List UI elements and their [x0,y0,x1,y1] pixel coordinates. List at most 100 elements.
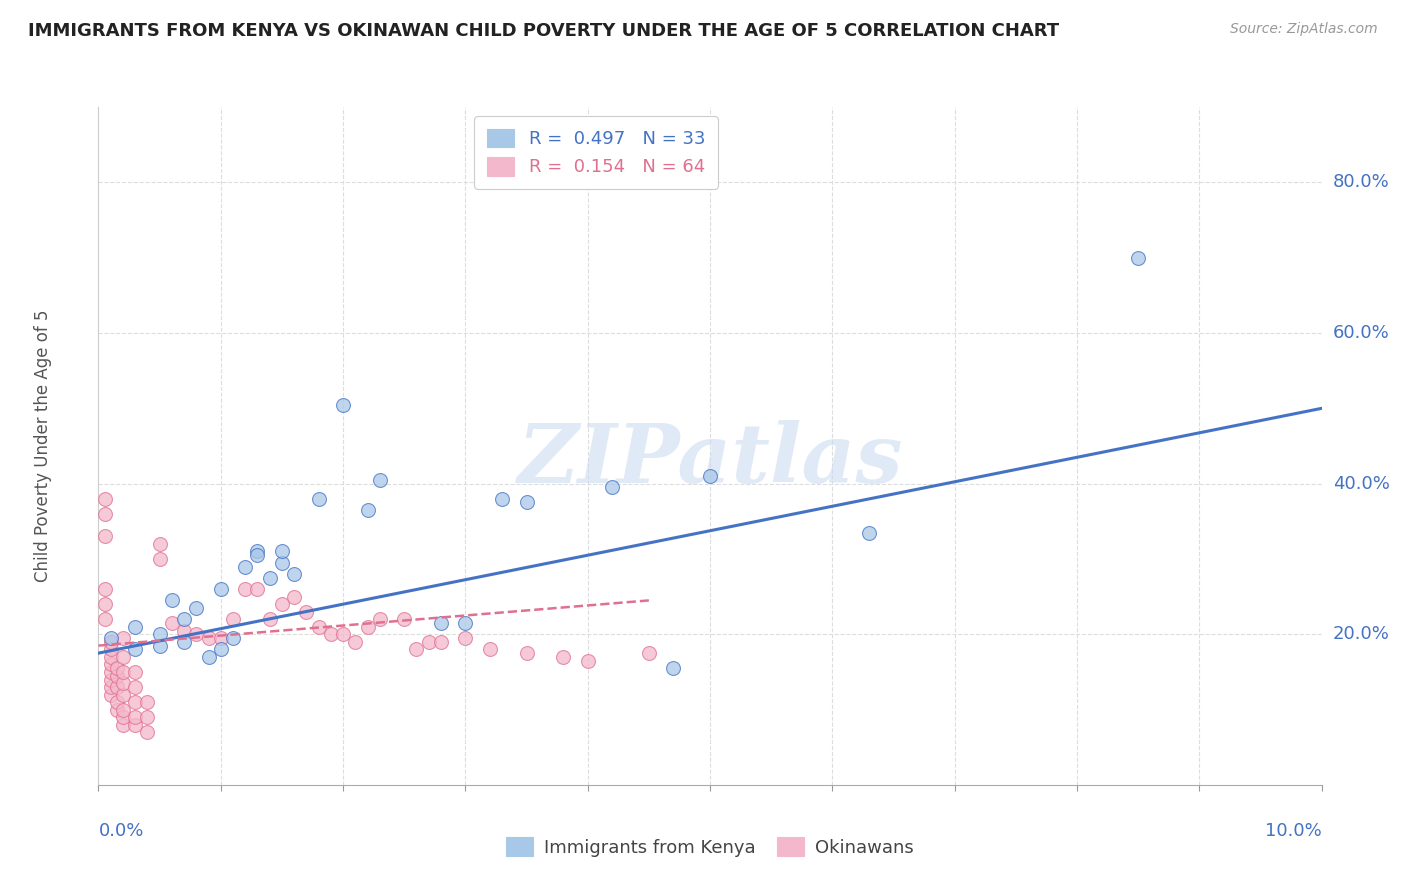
Point [209,582,232,596]
Point [699,469,721,483]
Point [197,649,219,664]
Point [111,717,134,731]
Point [308,620,330,634]
Point [149,627,172,641]
Text: 60.0%: 60.0% [1333,324,1389,342]
Point [209,642,232,657]
Point [173,612,195,626]
Point [149,537,172,551]
Point [111,649,134,664]
Legend: Immigrants from Kenya, Okinawans: Immigrants from Kenya, Okinawans [499,830,921,864]
Point [319,627,342,641]
Point [308,491,330,506]
Point [246,544,269,558]
Point [332,398,354,412]
Point [100,688,122,702]
Point [124,620,146,634]
Point [283,590,305,604]
Text: ZIPatlas: ZIPatlas [517,419,903,500]
Point [1128,251,1150,265]
Point [454,615,477,630]
Point [93,597,115,611]
Point [405,642,427,657]
Point [186,601,208,615]
Point [491,491,513,506]
Point [111,688,134,702]
Text: IMMIGRANTS FROM KENYA VS OKINAWAN CHILD POVERTY UNDER THE AGE OF 5 CORRELATION C: IMMIGRANTS FROM KENYA VS OKINAWAN CHILD … [28,22,1059,40]
Point [637,646,661,660]
Point [662,661,685,675]
Point [149,639,172,653]
Point [105,703,128,717]
Point [259,571,281,585]
Point [430,615,453,630]
Point [356,620,378,634]
Point [124,695,146,709]
Point [246,548,269,562]
Point [93,582,115,596]
Point [392,612,416,626]
Point [233,559,256,574]
Point [858,525,880,540]
Text: Child Poverty Under the Age of 5: Child Poverty Under the Age of 5 [34,310,52,582]
Point [105,669,128,683]
Point [100,665,122,679]
Point [149,552,172,566]
Point [100,673,122,687]
Point [136,725,159,739]
Point [124,717,146,731]
Point [344,635,367,649]
Text: 40.0%: 40.0% [1333,475,1389,492]
Text: 10.0%: 10.0% [1265,822,1322,840]
Point [600,480,623,494]
Point [553,649,575,664]
Point [111,710,134,724]
Point [209,631,232,645]
Point [100,642,122,657]
Point [576,654,599,668]
Point [222,612,245,626]
Point [136,710,159,724]
Point [368,612,391,626]
Point [93,612,115,626]
Point [270,597,292,611]
Point [100,657,122,672]
Text: 20.0%: 20.0% [1333,625,1389,643]
Point [478,642,501,657]
Point [160,615,183,630]
Point [105,661,128,675]
Text: 80.0%: 80.0% [1333,173,1389,192]
Point [516,646,538,660]
Point [356,503,378,517]
Point [270,544,292,558]
Point [430,635,453,649]
Point [516,495,538,509]
Point [100,649,122,664]
Point [283,567,305,582]
Text: 0.0%: 0.0% [98,822,143,840]
Point [418,635,440,649]
Point [222,631,245,645]
Point [233,582,256,596]
Text: Source: ZipAtlas.com: Source: ZipAtlas.com [1230,22,1378,37]
Point [93,507,115,521]
Point [111,703,134,717]
Point [332,627,354,641]
Point [124,665,146,679]
Point [454,631,477,645]
Point [93,529,115,543]
Point [173,635,195,649]
Point [368,473,391,487]
Point [93,491,115,506]
Point [111,665,134,679]
Point [124,642,146,657]
Point [160,593,183,607]
Point [259,612,281,626]
Point [105,695,128,709]
Point [111,676,134,690]
Point [136,695,159,709]
Point [100,680,122,694]
Point [186,627,208,641]
Point [270,556,292,570]
Point [100,631,122,645]
